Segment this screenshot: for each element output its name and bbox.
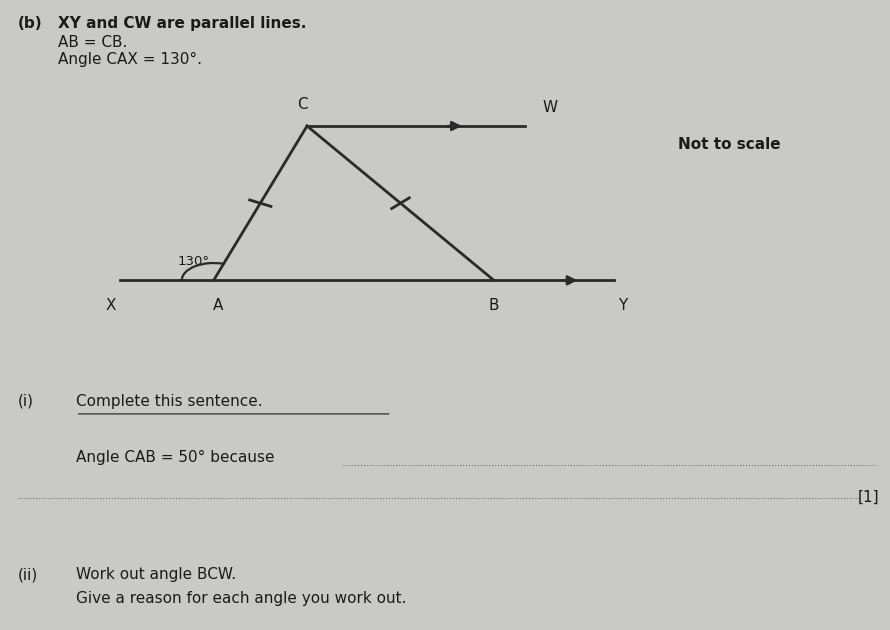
Text: X: X [106, 298, 117, 313]
Text: AB = CB.: AB = CB. [58, 35, 127, 50]
Text: B: B [489, 298, 499, 313]
Text: Angle CAB = 50° because: Angle CAB = 50° because [76, 450, 274, 466]
Text: W: W [543, 100, 557, 115]
Text: [1]: [1] [858, 490, 879, 505]
Text: (ii): (ii) [18, 567, 38, 582]
Text: A: A [213, 298, 223, 313]
Text: Angle CAX = 130°.: Angle CAX = 130°. [58, 52, 202, 67]
Text: 130°: 130° [177, 255, 209, 268]
Text: Not to scale: Not to scale [678, 137, 781, 152]
Text: Y: Y [619, 298, 627, 313]
Text: XY and CW are parallel lines.: XY and CW are parallel lines. [58, 16, 306, 31]
Text: Give a reason for each angle you work out.: Give a reason for each angle you work ou… [76, 591, 406, 606]
Text: (b): (b) [18, 16, 43, 31]
Text: C: C [297, 97, 308, 112]
Text: Complete this sentence.: Complete this sentence. [76, 394, 263, 409]
Text: Work out angle BCW.: Work out angle BCW. [76, 567, 236, 582]
Text: (i): (i) [18, 394, 34, 409]
